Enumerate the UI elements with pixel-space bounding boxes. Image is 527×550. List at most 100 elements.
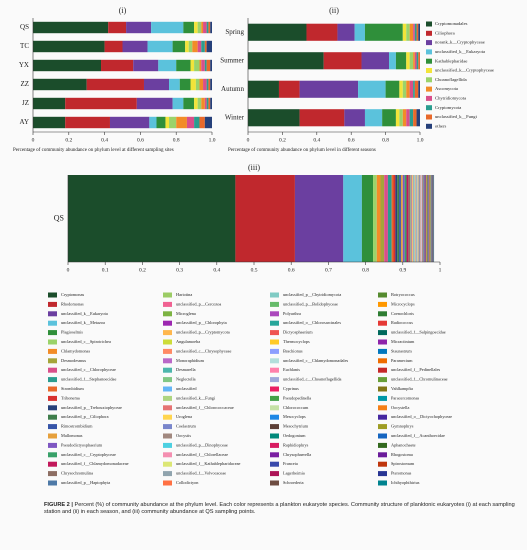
legend-label: unclassified_p__Cercozoa (176, 301, 221, 306)
legend-label: Chrysochromulina (61, 471, 93, 476)
bar-segment (136, 97, 173, 110)
legend-swatch (163, 452, 172, 458)
legend-label: Coelastrum (176, 424, 196, 429)
bar-segment (204, 40, 207, 53)
legend-label: unclassified_p__Chytridiomycota (283, 292, 341, 297)
legend-swatch (426, 30, 432, 36)
legend-swatch (270, 301, 279, 307)
x-tick-label: 0.2 (279, 137, 286, 143)
legend-label: Choanoflagellida (435, 77, 467, 82)
bar-segment (373, 175, 377, 262)
bar-segment (399, 109, 403, 127)
legend-label: Dictyosphaerium (283, 330, 313, 335)
legend-label: unclassified_f__Chromulinaceae (391, 377, 448, 382)
y-tick-label: AY (20, 118, 29, 126)
legend-swatch (378, 358, 387, 364)
legend-label: unclassified_p__Dinophyceae (176, 442, 228, 447)
legend-swatch (270, 433, 279, 439)
bar-segment (65, 116, 110, 129)
legend-swatch (48, 414, 57, 420)
bar-segment (408, 175, 411, 262)
x-tick-label: 0.9 (399, 267, 406, 273)
legend-swatch (48, 358, 57, 364)
bar-segment (248, 109, 300, 127)
bar-segment (409, 80, 414, 98)
bar-segment (201, 59, 205, 72)
legend-swatch (270, 367, 279, 373)
legend-swatch (378, 377, 387, 383)
legend-swatch (48, 367, 57, 373)
x-tick-label: 0.8 (173, 137, 180, 143)
bar-segment (361, 52, 390, 70)
legend-label: Oocystella (391, 405, 409, 410)
y-tick-label: Summer (220, 56, 244, 64)
legend-label: unclassified_p__Cryptomycota (176, 330, 230, 335)
x-tick-label: 0.4 (313, 137, 320, 143)
bar-segment (361, 175, 374, 262)
legend-label: unclassified_k__Fungi (435, 114, 478, 119)
legend-swatch (426, 77, 432, 83)
legend-label: Gymnophrys (391, 424, 414, 429)
bar-segment (147, 40, 173, 53)
legend-label: Polyarthra (283, 311, 301, 316)
legend-swatch (163, 367, 172, 373)
bar-segment (235, 175, 295, 262)
legend-label: Oocystis (176, 433, 191, 438)
legend-label: unclassified_k__Eukaryota (435, 49, 485, 54)
x-tick-label: 0.8 (382, 137, 389, 143)
x-tick-label: 0.6 (348, 137, 355, 143)
legend-label: Raphidiophrys (283, 442, 309, 447)
bar-segment (391, 175, 394, 262)
bar-segment (354, 23, 365, 41)
legend-swatch (378, 442, 387, 448)
legend-label: unclassified_c__Chlorophyceae (61, 367, 116, 372)
legend-swatch (48, 405, 57, 411)
legend-swatch (163, 433, 172, 439)
bar-segment (409, 109, 414, 127)
legend-label: unclassified_c__Chlamydomonadales (283, 358, 348, 363)
legend-label: Ciliophora (435, 30, 455, 35)
bar-segment (158, 59, 177, 72)
legend-swatch (378, 414, 387, 420)
legend-swatch (270, 424, 279, 430)
legend-label: Ascomycota (435, 86, 458, 91)
legend-swatch (163, 358, 172, 364)
legend-swatch (378, 433, 387, 439)
bar-segment (201, 21, 204, 34)
legend-swatch (163, 442, 172, 448)
legend-swatch (426, 114, 432, 120)
bar-segment (395, 52, 407, 70)
bar-segment (101, 59, 134, 72)
bar-segment (143, 78, 170, 91)
bar-segment (208, 21, 211, 34)
legend-label: unclassified_f__Volvocaceae (176, 471, 226, 476)
y-tick-label: ZZ (20, 80, 29, 88)
x-tick-label: 0.4 (213, 267, 220, 273)
legend-swatch (426, 49, 432, 55)
legend-swatch (48, 348, 57, 354)
legend-label: unclassified_c__Spirotrichea (61, 339, 111, 344)
legend-swatch (163, 480, 172, 486)
legend-label: unclassified_p__Bolidophyceae (283, 301, 338, 306)
legend-label: unclassified_p__Chlorophyta (176, 320, 227, 325)
bar-segment (418, 80, 420, 98)
bar-segment (413, 109, 417, 127)
legend-label: unclassified_p__Ciliophora (61, 414, 109, 419)
caption-label: FIGURE 2 | (44, 502, 73, 508)
legend-label: Radiococcus (391, 320, 413, 325)
legend-label: Chytridiomycota (435, 95, 466, 100)
legend-swatch (270, 386, 279, 392)
legend-swatch (163, 414, 172, 420)
legend-label: unclassified_k__Eukaryota (61, 311, 108, 316)
legend-label: Hariotina (176, 292, 192, 297)
bar-segment (409, 23, 414, 41)
legend-swatch (378, 480, 387, 486)
bar-segment (169, 116, 177, 129)
legend-label: unclassified_k__Fungi (176, 395, 216, 400)
bar-segment (190, 59, 195, 72)
legend-swatch (163, 395, 172, 401)
legend-label: Plagioselmis (61, 330, 83, 335)
bar-segment (248, 52, 324, 70)
legend-label: Aphanochaete (391, 442, 416, 447)
bar-segment (33, 59, 102, 72)
